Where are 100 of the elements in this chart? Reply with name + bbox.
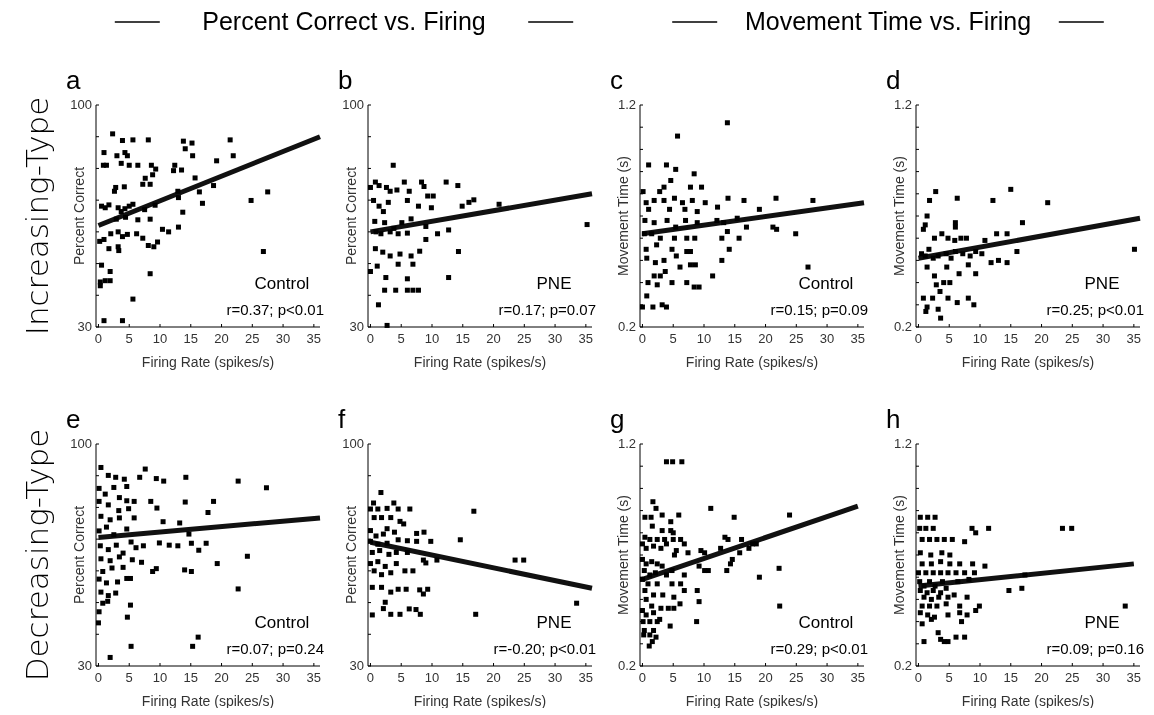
x-tick-label: 30: [547, 670, 563, 685]
x-tick-label: 35: [306, 331, 322, 346]
x-tick-label: 5: [397, 670, 405, 685]
x-tick-label: 5: [669, 670, 677, 685]
x-tick-label: 25: [1065, 331, 1080, 346]
x-tick-label: 10: [972, 331, 988, 346]
point: [973, 271, 979, 277]
point: [920, 295, 926, 301]
annotation: Control: [254, 613, 310, 632]
chart-title: e: [66, 404, 81, 434]
point: [1131, 246, 1137, 252]
annotation: r=0.17; p=0.07: [498, 301, 596, 318]
annotation: PNE: [1084, 274, 1120, 293]
point: [1004, 260, 1010, 266]
point: [988, 260, 994, 266]
x-tick-label: 0: [638, 670, 647, 685]
annotation: r=0.25; p<0.01: [1046, 301, 1144, 318]
x-tick-label: 5: [945, 670, 953, 685]
x-tick-label: 20: [214, 331, 229, 346]
point: [965, 295, 971, 301]
y-tick-label: 0.2: [617, 658, 636, 673]
y-axis-title: Movement Time (s): [891, 495, 907, 615]
point: [952, 220, 958, 226]
x-tick-label: 20: [758, 670, 773, 685]
y-tick-label: 0.2: [617, 319, 636, 334]
chart-title: d: [886, 65, 901, 95]
x-tick-label: 25: [1065, 670, 1080, 685]
x-tick-label: 35: [850, 670, 866, 685]
y-tick-label: 1.2: [893, 436, 912, 451]
x-tick-label: 15: [727, 670, 742, 685]
y-axis-title: Movement Time (s): [615, 156, 631, 276]
x-tick-label: 0: [914, 670, 923, 685]
annotation: PNE: [536, 613, 572, 632]
point: [920, 226, 926, 232]
point: [954, 300, 960, 306]
x-axis-title: Firing Rate (spikes/s): [141, 354, 275, 370]
x-tick-label: 10: [424, 670, 440, 685]
x-tick-label: 25: [789, 670, 804, 685]
x-tick-label: 0: [914, 331, 923, 346]
chart-title: a: [66, 65, 81, 95]
point: [945, 235, 951, 241]
x-tick-label: 5: [125, 670, 133, 685]
point: [1004, 231, 1010, 237]
point: [967, 253, 973, 259]
point: [952, 237, 958, 243]
x-tick-label: 25: [245, 670, 260, 685]
chart-title: c: [610, 65, 623, 95]
x-tick-label: 10: [696, 331, 712, 346]
x-tick-label: 0: [94, 670, 103, 685]
x-axis-title: Firing Rate (spikes/s): [141, 693, 275, 709]
y-axis-title: Movement Time (s): [615, 495, 631, 615]
y-axis-title: Percent Correct: [343, 505, 359, 605]
annotation: Control: [254, 274, 310, 293]
point: [935, 253, 941, 259]
point: [960, 251, 966, 257]
x-tick-label: 35: [1126, 331, 1142, 346]
point: [1045, 200, 1051, 206]
y-tick-label: 0.2: [893, 658, 912, 673]
y-tick-label: 100: [70, 436, 92, 451]
point: [945, 295, 951, 301]
point: [948, 255, 954, 261]
y-tick-label: 30: [349, 319, 364, 334]
x-tick-label: 20: [214, 670, 229, 685]
x-tick-label: 0: [366, 331, 375, 346]
x-axis-title: Firing Rate (spikes/s): [685, 354, 819, 370]
text: Decreasing-Type: [19, 428, 55, 682]
point: [926, 246, 932, 252]
y-tick-label: 1.2: [617, 97, 636, 112]
point: [1019, 220, 1025, 226]
point: [1014, 249, 1020, 255]
x-tick-label: 20: [486, 670, 501, 685]
point: [956, 271, 962, 277]
x-tick-label: 15: [455, 670, 470, 685]
chart-title: b: [338, 65, 353, 95]
point: [979, 251, 985, 257]
chart-title: g: [610, 404, 625, 434]
x-tick-label: 25: [517, 670, 532, 685]
x-tick-label: 5: [669, 331, 677, 346]
point: [944, 264, 950, 270]
x-tick-label: 5: [125, 331, 133, 346]
annotation: r=0.07; p=0.24: [226, 640, 324, 657]
annotation: r=0.29; p<0.01: [770, 640, 868, 657]
x-tick-label: 0: [366, 670, 375, 685]
x-tick-label: 35: [578, 331, 594, 346]
chart-title: f: [338, 404, 346, 434]
x-axis-title: Firing Rate (spikes/s): [413, 693, 547, 709]
x-tick-label: 15: [1003, 331, 1018, 346]
chart-title: h: [886, 404, 901, 434]
point: [973, 249, 979, 255]
point: [930, 255, 936, 261]
x-axis-title: Firing Rate (spikes/s): [685, 693, 819, 709]
x-axis-title: Firing Rate (spikes/s): [961, 693, 1095, 709]
y-tick-label: 100: [342, 97, 364, 112]
point: [933, 189, 939, 195]
y-tick-label: 1.2: [617, 436, 636, 451]
point: [924, 264, 930, 270]
point: [952, 249, 958, 255]
x-tick-label: 10: [696, 670, 712, 685]
point: [935, 306, 941, 312]
y-tick-label: 1.2: [893, 97, 912, 112]
